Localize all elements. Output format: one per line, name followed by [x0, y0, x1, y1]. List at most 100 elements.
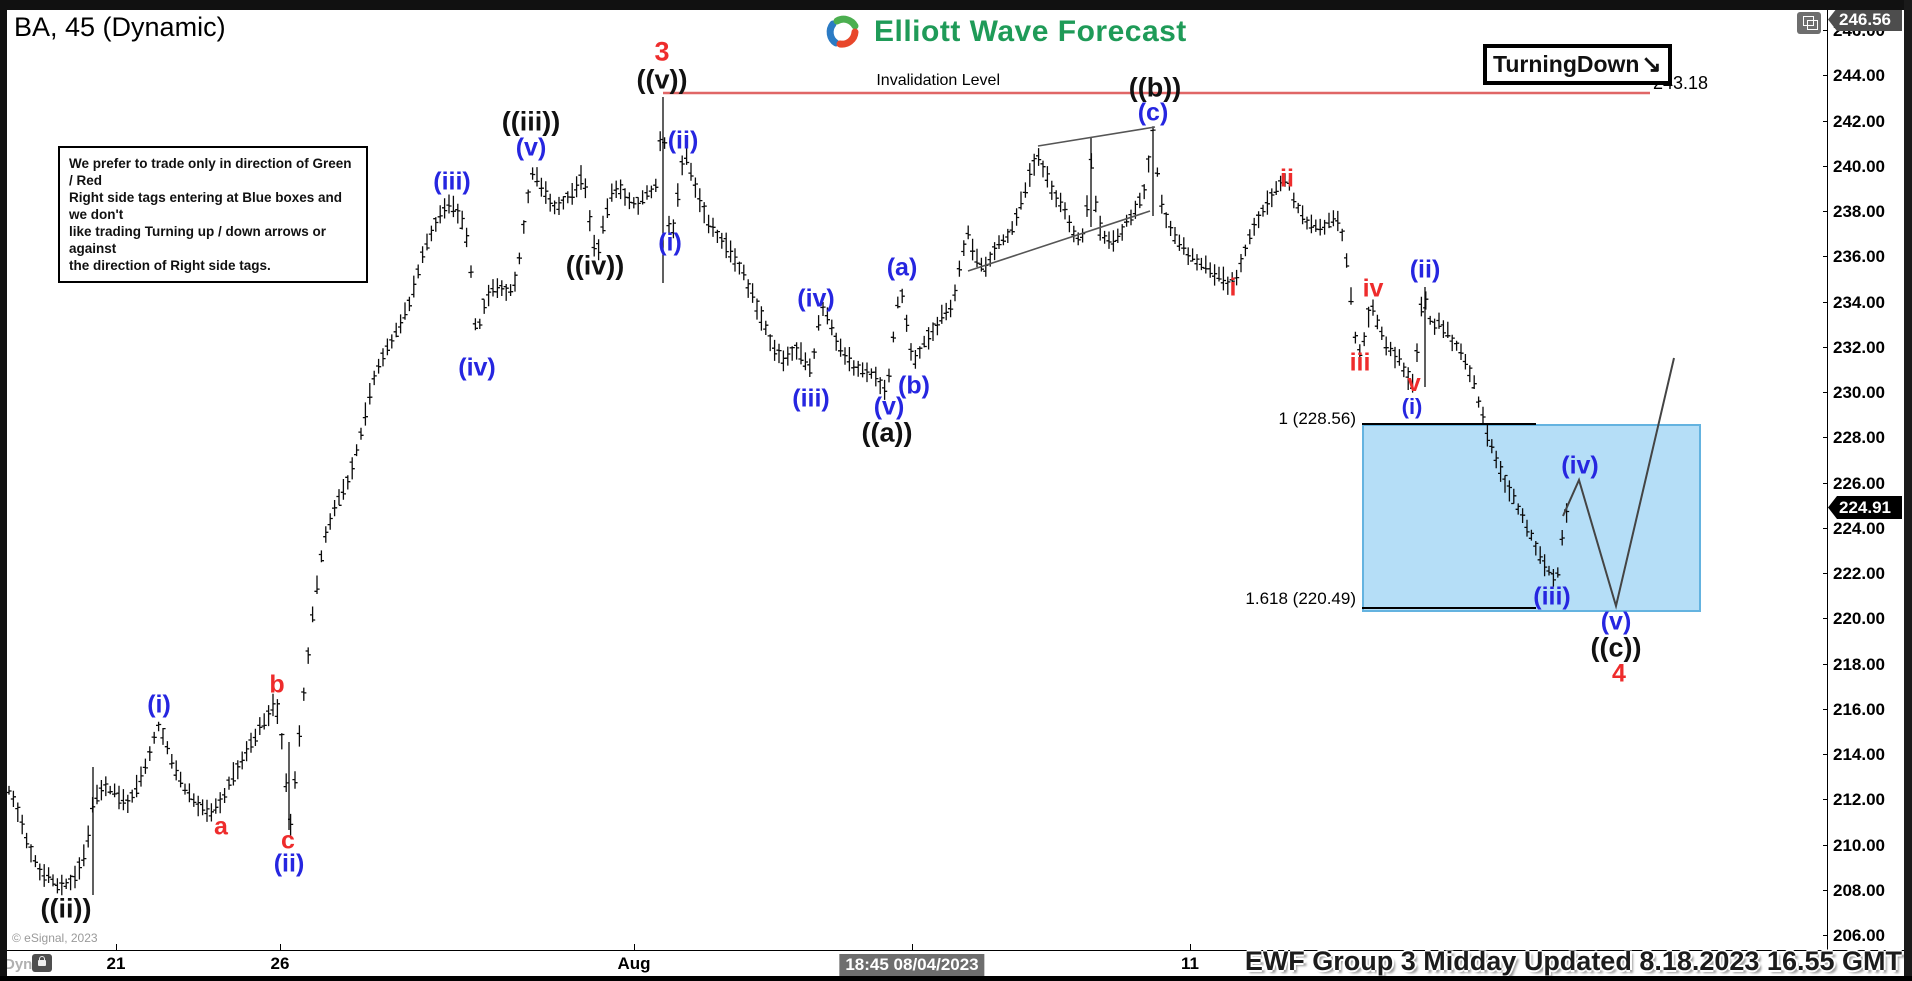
tab-dyn[interactable]: Dyn: [4, 956, 33, 973]
wave-label: iv: [1362, 274, 1384, 303]
window-frame-left: [0, 0, 7, 976]
time-axis-tick: [1190, 944, 1191, 950]
wave-label: (v): [873, 392, 905, 421]
price-axis-tick: [1823, 30, 1828, 31]
price-axis-label: 232.00: [1833, 337, 1885, 357]
disclaimer-box: We prefer to trade only in direction of …: [58, 146, 368, 283]
window-frame-right: [1904, 0, 1912, 976]
price-axis-tick: [1823, 120, 1828, 122]
brand-logo: Elliott Wave Forecast: [822, 10, 1187, 54]
wave-label: (iv): [797, 284, 835, 313]
price-axis-label: 234.00: [1833, 292, 1885, 312]
time-axis-tick: [912, 944, 913, 950]
wave-label: (iii): [1533, 582, 1571, 611]
wave-label: iii: [1349, 348, 1371, 377]
wave-label: ((ii)): [40, 893, 92, 924]
wave-label: a: [214, 812, 228, 841]
invalidation-level-label: Invalidation Level: [876, 72, 1000, 89]
price-axis-tick: [1823, 708, 1828, 710]
price-axis-label: 222.00: [1833, 564, 1885, 583]
wave-label: ((v)): [636, 64, 688, 95]
disclaimer-line: like trading Turning up / down arrows or…: [69, 224, 327, 256]
price-axis-tick: [1823, 211, 1828, 212]
price-axis-label: 236.00: [1833, 247, 1885, 267]
wave-label: ((a)): [861, 417, 913, 448]
wave-label: ((iii)): [501, 106, 561, 137]
price-axis-tick: [1823, 392, 1828, 393]
ohlc-bars: [6, 97, 1570, 896]
price-axis-tick: [1823, 889, 1828, 891]
price-axis-label: 220.00: [1833, 609, 1885, 629]
scale-top-price-badge: 246.56: [1828, 8, 1902, 31]
window-frame-top: [0, 0, 1912, 10]
logo-swirl-icon: [826, 15, 859, 48]
annotation-lines: [663, 91, 1675, 610]
price-axis-tick: [1823, 437, 1828, 439]
price-axis-label: 208.00: [1833, 880, 1885, 900]
disclaimer-line: We prefer to trade only in direction of …: [69, 156, 352, 188]
price-axis-tick: [1823, 165, 1828, 167]
wave-label: ((c)): [1590, 632, 1642, 663]
price-axis-label: 238.00: [1833, 202, 1885, 221]
price-axis-label: 210.00: [1833, 835, 1885, 855]
turning-down-label: TurningDown: [1493, 51, 1640, 77]
price-axis-tick: [1823, 346, 1828, 348]
last-price-badge: 224.91: [1828, 496, 1902, 519]
price-axis-label: 244.00: [1833, 66, 1885, 86]
price-axis-tick: [1823, 754, 1828, 755]
esignal-copyright: © eSignal, 2023: [12, 931, 98, 945]
wave-label: (iv): [458, 353, 496, 382]
wave-label: (c): [1137, 98, 1169, 127]
wave-label: (i): [1401, 394, 1423, 419]
disclaimer-line: the direction of Right side tags.: [69, 258, 271, 273]
wave-label: (ii): [1409, 255, 1441, 284]
wave-label: i: [1229, 273, 1237, 302]
wave-label: ii: [1280, 164, 1294, 193]
arrow-down-right-icon: ↘: [1641, 51, 1662, 78]
price-axis-tick: [1823, 256, 1828, 258]
fib-label-top: 1 (228.56): [1278, 409, 1357, 428]
price-axis-label: 224.00: [1833, 518, 1885, 538]
update-note: EWF Group 3 Midday Updated 8.18.2023 16.…: [1244, 946, 1902, 976]
fib-label-bottom: 1.618 (220.49): [1245, 589, 1356, 608]
price-axis-tick: [1823, 618, 1828, 620]
wave-label: c: [281, 826, 295, 855]
price-axis-label: 216.00: [1833, 699, 1885, 719]
wave-label: ((iv)): [565, 250, 625, 281]
price-axis-line: [1827, 10, 1828, 950]
price-axis-label: 206.00: [1833, 926, 1885, 945]
restore-window-icon[interactable]: [1797, 12, 1821, 34]
time-axis-label: 26: [270, 954, 290, 973]
price-axis-tick: [1823, 935, 1828, 936]
time-axis-line: [0, 950, 1905, 951]
time-axis-crosshair-label: 18:45 08/04/2023: [839, 954, 985, 976]
wave-label: (i): [147, 690, 171, 719]
price-axis-tick: [1823, 482, 1828, 484]
wave-label: (a): [886, 253, 918, 282]
price-axis-tick: [1823, 75, 1828, 77]
price-axis-tick: [1823, 844, 1828, 846]
price-axis-label: 242.00: [1833, 111, 1885, 131]
lock-icon[interactable]: [32, 954, 52, 972]
time-axis-tick: [634, 944, 635, 950]
blue-box-target-zone: [1362, 424, 1701, 612]
window-frame-bottom: [0, 976, 1912, 981]
wave-label: (b): [898, 371, 930, 400]
logo-text: Elliott Wave Forecast: [874, 15, 1187, 48]
wave-label: (v): [1600, 607, 1632, 636]
time-axis-label: 21: [106, 954, 126, 973]
disclaimer-line: Right side tags entering at Blue boxes a…: [69, 190, 343, 222]
price-axis-label: 240.00: [1833, 156, 1885, 176]
wave-label: ((b)): [1128, 72, 1182, 103]
price-axis-label: 218.00: [1833, 654, 1885, 674]
wave-label: (iii): [433, 167, 471, 196]
wave-label: 4: [1612, 659, 1626, 688]
price-axis-tick: [1823, 799, 1828, 801]
time-axis-tick: [116, 944, 117, 950]
turning-down-badge: TurningDown ↘: [1483, 44, 1672, 85]
wave-label: (ii): [273, 849, 305, 878]
price-axis-label: 226.00: [1833, 473, 1885, 493]
price-axis-label: 212.00: [1833, 790, 1885, 810]
time-axis-tick: [280, 944, 281, 950]
